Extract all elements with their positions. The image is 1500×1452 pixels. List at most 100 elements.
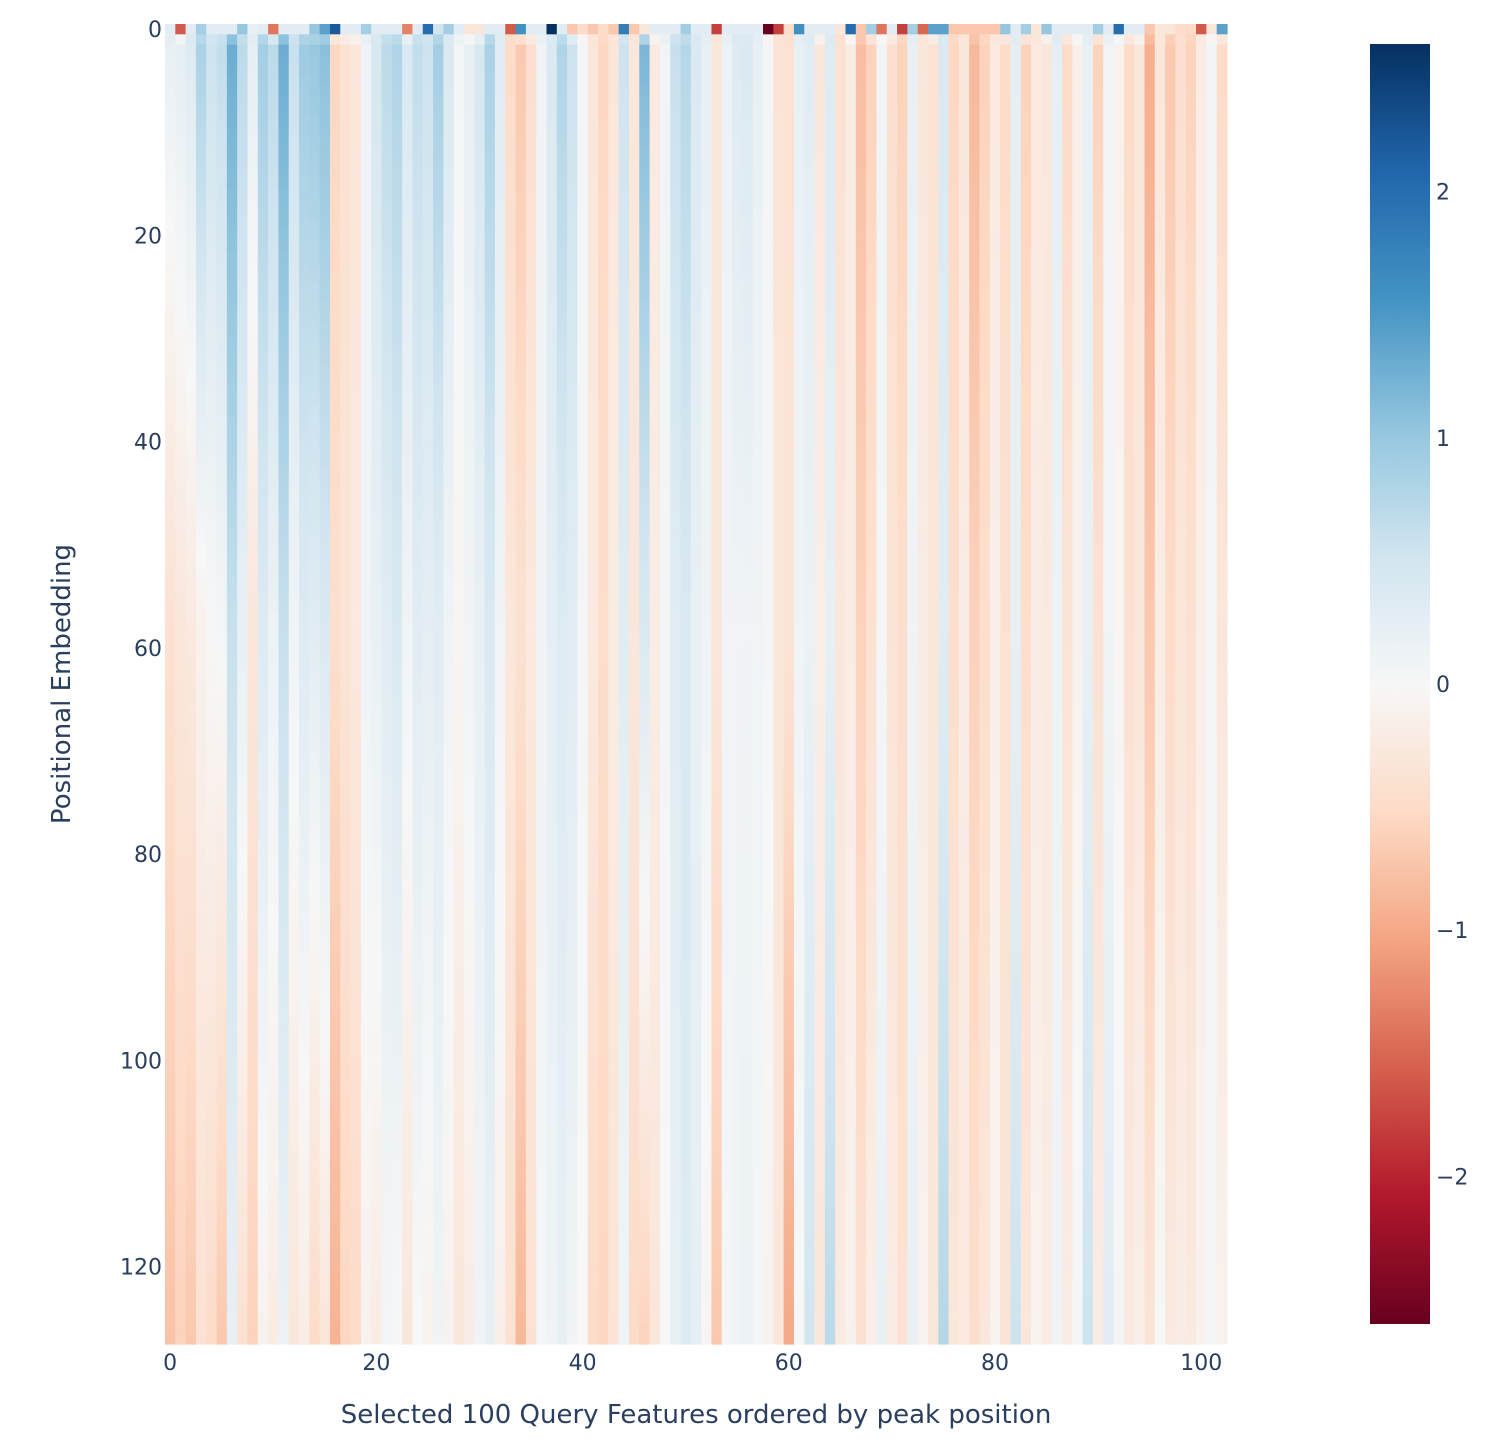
heatmap-cell — [391, 343, 403, 355]
heatmap-cell — [247, 54, 259, 66]
heatmap-cell — [340, 467, 352, 479]
heatmap-cell — [371, 1148, 383, 1159]
heatmap-cell — [226, 354, 238, 365]
heatmap-cell — [216, 281, 228, 293]
heatmap-cell — [206, 776, 218, 788]
heatmap-cell — [402, 952, 414, 964]
heatmap-cell — [247, 684, 259, 695]
heatmap-cell — [329, 756, 341, 768]
heatmap-cell — [165, 333, 176, 345]
heatmap-cell — [494, 1220, 506, 1232]
heatmap-cell — [299, 993, 310, 1005]
heatmap-cell — [206, 230, 218, 242]
heatmap-cell — [165, 1117, 176, 1129]
heatmap-cell — [175, 900, 187, 912]
heatmap-cell — [237, 931, 249, 943]
heatmap-cell — [360, 271, 372, 283]
heatmap-cell — [360, 807, 372, 819]
heatmap-cell — [340, 1209, 352, 1221]
heatmap-cell — [268, 137, 280, 149]
heatmap-cell — [391, 1106, 403, 1118]
heatmap-cell — [412, 446, 424, 458]
heatmap-cell — [329, 859, 341, 871]
heatmap-cell — [371, 941, 383, 953]
heatmap-cell — [206, 1333, 218, 1345]
heatmap-cell — [474, 756, 486, 768]
heatmap-cell — [474, 405, 486, 417]
heatmap-cell — [536, 85, 548, 97]
heatmap-cell — [412, 549, 424, 561]
heatmap-cell — [195, 766, 207, 778]
heatmap-cell — [206, 622, 218, 634]
heatmap-cell — [381, 374, 393, 386]
heatmap-cell — [309, 1209, 321, 1221]
heatmap-cell — [309, 560, 321, 572]
heatmap-cell — [175, 549, 187, 561]
heatmap-cell — [391, 240, 403, 252]
heatmap-cell — [464, 96, 475, 108]
heatmap-cell — [206, 302, 218, 314]
heatmap-cell — [546, 1055, 558, 1067]
heatmap-cell — [525, 869, 537, 881]
heatmap-cell — [536, 395, 548, 407]
heatmap-cell — [360, 354, 372, 365]
heatmap-cell — [515, 879, 527, 891]
heatmap-cell — [340, 766, 352, 778]
heatmap-cell — [329, 570, 341, 582]
heatmap-cell — [360, 900, 372, 912]
heatmap-cell — [226, 1034, 238, 1046]
heatmap-cell — [237, 601, 249, 613]
heatmap-cell — [299, 116, 310, 128]
heatmap-cell — [175, 85, 187, 97]
heatmap-cell — [453, 65, 465, 77]
heatmap-cell — [453, 436, 465, 448]
heatmap-cell — [484, 807, 496, 819]
heatmap-cell — [237, 1189, 249, 1201]
heatmap-cell — [237, 756, 249, 768]
heatmap-cell — [237, 869, 249, 881]
heatmap-cell — [299, 354, 310, 365]
heatmap-cell — [464, 519, 475, 530]
heatmap-cell — [433, 1024, 444, 1036]
heatmap-cell — [412, 529, 424, 541]
heatmap-cell — [494, 1106, 506, 1118]
heatmap-cell — [494, 1148, 506, 1159]
heatmap-cell — [412, 261, 424, 273]
heatmap-cell — [505, 65, 517, 77]
heatmap-cell — [268, 879, 280, 891]
heatmap-cell — [443, 343, 455, 355]
heatmap-cell — [525, 1220, 537, 1232]
heatmap-cell — [453, 271, 465, 283]
heatmap-cell — [257, 797, 269, 809]
heatmap-cell — [381, 1137, 393, 1149]
heatmap-cell — [464, 199, 475, 211]
heatmap-cell — [299, 395, 310, 407]
heatmap-cell — [195, 983, 207, 994]
heatmap-cell — [175, 34, 187, 46]
heatmap-cell — [216, 776, 228, 788]
heatmap-cell — [546, 632, 558, 644]
heatmap-cell — [464, 54, 475, 66]
heatmap-cell — [268, 1127, 280, 1139]
heatmap-cell — [381, 446, 393, 458]
heatmap-cell — [515, 519, 527, 530]
heatmap-cell — [247, 1044, 259, 1056]
heatmap-cell — [412, 962, 424, 974]
heatmap-cell — [165, 766, 176, 778]
heatmap-cell — [546, 106, 558, 118]
heatmap-cell — [422, 106, 434, 118]
heatmap-cell — [288, 54, 300, 66]
heatmap-cell — [546, 189, 558, 200]
heatmap-cell — [247, 1220, 259, 1232]
heatmap-cell — [340, 1127, 352, 1139]
heatmap-cell — [505, 498, 517, 510]
heatmap-cell — [268, 1158, 280, 1170]
heatmap-cell — [464, 1209, 475, 1221]
heatmap-cell — [494, 1323, 506, 1335]
heatmap-cell — [195, 910, 207, 922]
heatmap-cell — [433, 900, 444, 912]
heatmap-cell — [536, 539, 548, 551]
heatmap-cell — [299, 1282, 310, 1294]
heatmap-cell — [329, 137, 341, 149]
heatmap-cell — [175, 395, 187, 407]
